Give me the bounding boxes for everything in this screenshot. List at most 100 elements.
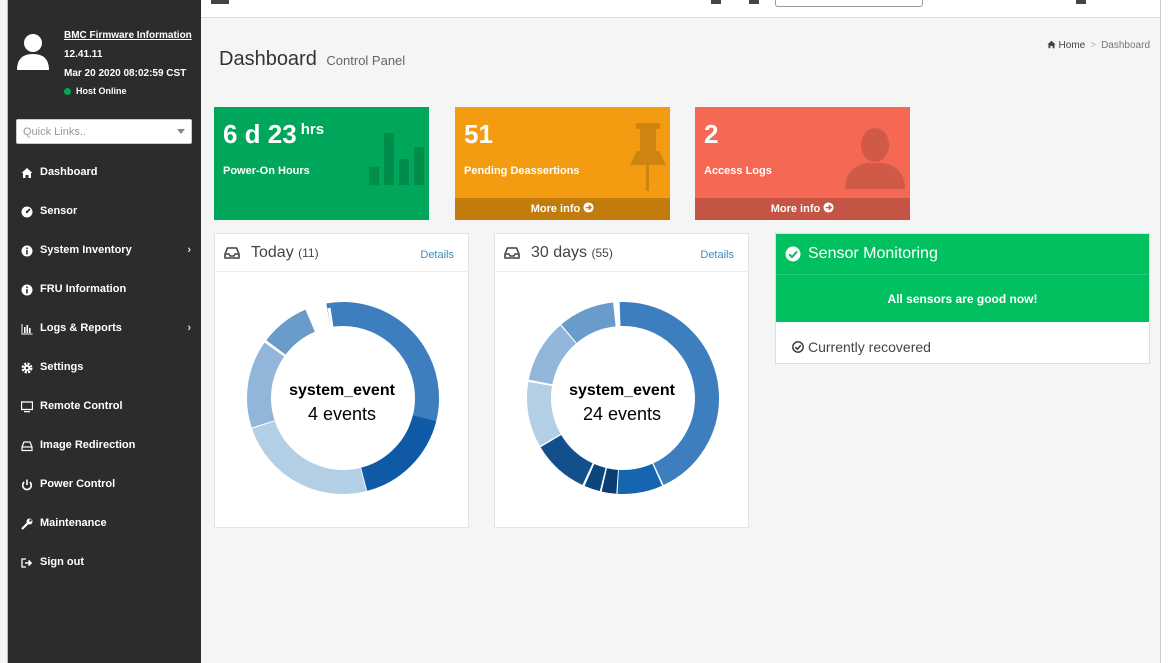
arrow-circle-right-icon	[823, 202, 834, 213]
check-circle-icon	[785, 246, 801, 262]
wrench-icon	[21, 518, 33, 530]
sidebar-item-remote-control[interactable]: Remote Control	[8, 387, 201, 426]
window-frame-right	[1160, 0, 1170, 663]
today-donut-chart[interactable]	[239, 294, 447, 502]
today-title-text: Today	[251, 244, 294, 261]
pending-deassertions-box: 51 Pending Deassertions More info	[455, 107, 670, 220]
today-donut-center: system_event 4 events	[242, 382, 442, 425]
breadcrumb-separator: >	[1090, 40, 1097, 51]
sidebar-item-label: Settings	[40, 361, 84, 373]
sidebar-item-dashboard[interactable]: Dashboard	[8, 153, 201, 192]
power-on-value: 6 d 23 hrs	[223, 119, 324, 150]
drive-icon	[21, 441, 33, 452]
breadcrumb: Home > Dashboard	[1046, 40, 1150, 51]
donut-segment[interactable]	[527, 302, 719, 494]
sidebar-item-system-inventory[interactable]: System Inventory ›	[8, 231, 201, 270]
sensor-recovered-label: Currently recovered	[808, 339, 931, 355]
donut-segment[interactable]	[519, 294, 727, 502]
user-panel: BMC Firmware Information 12.41.11 Mar 20…	[8, 18, 201, 108]
sidebar-nav: Dashboard Sensor System Inventory › FRU …	[8, 153, 201, 582]
donut-segment[interactable]	[241, 296, 445, 500]
sensor-status-message: All sensors are good now!	[776, 274, 1149, 322]
donut-segment[interactable]	[519, 294, 727, 502]
user-silhouette-icon	[845, 128, 905, 189]
power-on-unit: hrs	[300, 121, 325, 138]
home-icon	[21, 168, 33, 178]
sensor-monitoring-title: Sensor Monitoring	[808, 245, 938, 262]
monitor-icon	[21, 401, 33, 413]
thirty-days-details-link[interactable]: Details	[700, 249, 734, 261]
bar-chart-icon	[369, 133, 424, 185]
pending-more-info-link[interactable]: More info	[455, 198, 670, 220]
sidebar-item-label: Sign out	[40, 556, 84, 568]
menu-toggle-icon[interactable]	[211, 0, 229, 4]
breadcrumb-home-link[interactable]: Home	[1058, 40, 1086, 51]
donut-segment[interactable]	[525, 300, 722, 497]
sidebar-item-sensor[interactable]: Sensor	[8, 192, 201, 231]
today-details-link[interactable]: Details	[420, 249, 454, 261]
sidebar-item-label: Power Control	[40, 478, 116, 490]
sidebar-item-fru-information[interactable]: FRU Information	[8, 270, 201, 309]
sidebar-item-power-control[interactable]: Power Control	[8, 465, 201, 504]
top-navbar	[201, 0, 1160, 18]
home-icon	[1046, 40, 1056, 49]
donut-center-count: 4 events	[307, 404, 377, 424]
thirty-days-donut-chart[interactable]	[519, 294, 727, 502]
sidebar-item-logs-reports[interactable]: Logs & Reports ›	[8, 309, 201, 348]
today-panel-header: Today (11) Details	[215, 234, 468, 272]
sensor-recovered-status: Currently recovered	[792, 339, 931, 355]
sidebar-item-label: Sensor	[40, 205, 78, 217]
dashboard-gauge-icon	[21, 206, 33, 218]
navbar-icon[interactable]	[711, 0, 721, 4]
donut-center-count: 24 events	[582, 404, 662, 424]
pending-value: 51	[464, 119, 493, 149]
thirty-days-panel-header: 30 days (55) Details	[495, 234, 748, 272]
sidebar-item-sign-out[interactable]: Sign out	[8, 543, 201, 582]
pending-label: Pending Deassertions	[464, 165, 580, 177]
host-status: Host Online	[64, 86, 127, 96]
caret-down-icon	[177, 129, 185, 134]
navbar-icon[interactable]	[749, 0, 759, 4]
chevron-right-icon: ›	[187, 322, 191, 334]
sidebar-item-maintenance[interactable]: Maintenance	[8, 504, 201, 543]
sensor-monitoring-header: Sensor Monitoring	[776, 234, 1149, 274]
quick-links-placeholder: Quick Links..	[23, 126, 86, 138]
user-avatar-icon	[17, 34, 49, 70]
access-label: Access Logs	[704, 165, 772, 177]
more-info-label: More info	[530, 203, 581, 215]
gear-icon	[21, 362, 33, 374]
firmware-version: 12.41.11	[64, 49, 103, 60]
host-status-label: Host Online	[76, 86, 127, 96]
bmc-firmware-link[interactable]: BMC Firmware Information	[64, 30, 192, 41]
thirty-days-panel-title: 30 days (55)	[531, 244, 613, 262]
quick-links-select[interactable]: Quick Links..	[16, 119, 192, 144]
page-title-text: Dashboard	[219, 48, 317, 70]
power-on-label: Power-On Hours	[223, 165, 310, 177]
power-icon	[21, 479, 33, 491]
donut-segment[interactable]	[241, 296, 445, 500]
sidebar-item-label: Dashboard	[40, 166, 98, 178]
info-circle-icon	[21, 284, 33, 296]
sidebar-item-label: System Inventory	[40, 244, 132, 256]
sensor-monitoring-panel: Sensor Monitoring All sensors are good n…	[775, 233, 1150, 364]
language-select[interactable]	[775, 0, 923, 7]
sign-out-icon	[21, 558, 33, 568]
inbox-icon	[224, 247, 240, 259]
sidebar-item-label: Remote Control	[40, 400, 123, 412]
thirty-days-count: (55)	[591, 246, 613, 260]
sidebar-item-image-redirection[interactable]: Image Redirection	[8, 426, 201, 465]
donut-segment[interactable]	[519, 294, 727, 502]
today-events-panel: Today (11) Details system_event 4 events	[214, 233, 469, 528]
more-info-label: More info	[770, 203, 821, 215]
sidebar-item-label: Logs & Reports	[40, 322, 122, 334]
access-value: 2	[704, 119, 719, 149]
arrow-circle-right-icon	[583, 202, 594, 213]
navbar-icon[interactable]	[1076, 0, 1086, 4]
sidebar-item-label: FRU Information	[40, 283, 127, 295]
access-more-info-link[interactable]: More info	[695, 198, 910, 220]
page-title: Dashboard Control Panel	[219, 48, 405, 71]
sidebar-item-settings[interactable]: Settings	[8, 348, 201, 387]
status-dot-icon	[64, 88, 71, 96]
breadcrumb-current: Dashboard	[1101, 40, 1150, 51]
access-logs-box: 2 Access Logs More info	[695, 107, 910, 220]
